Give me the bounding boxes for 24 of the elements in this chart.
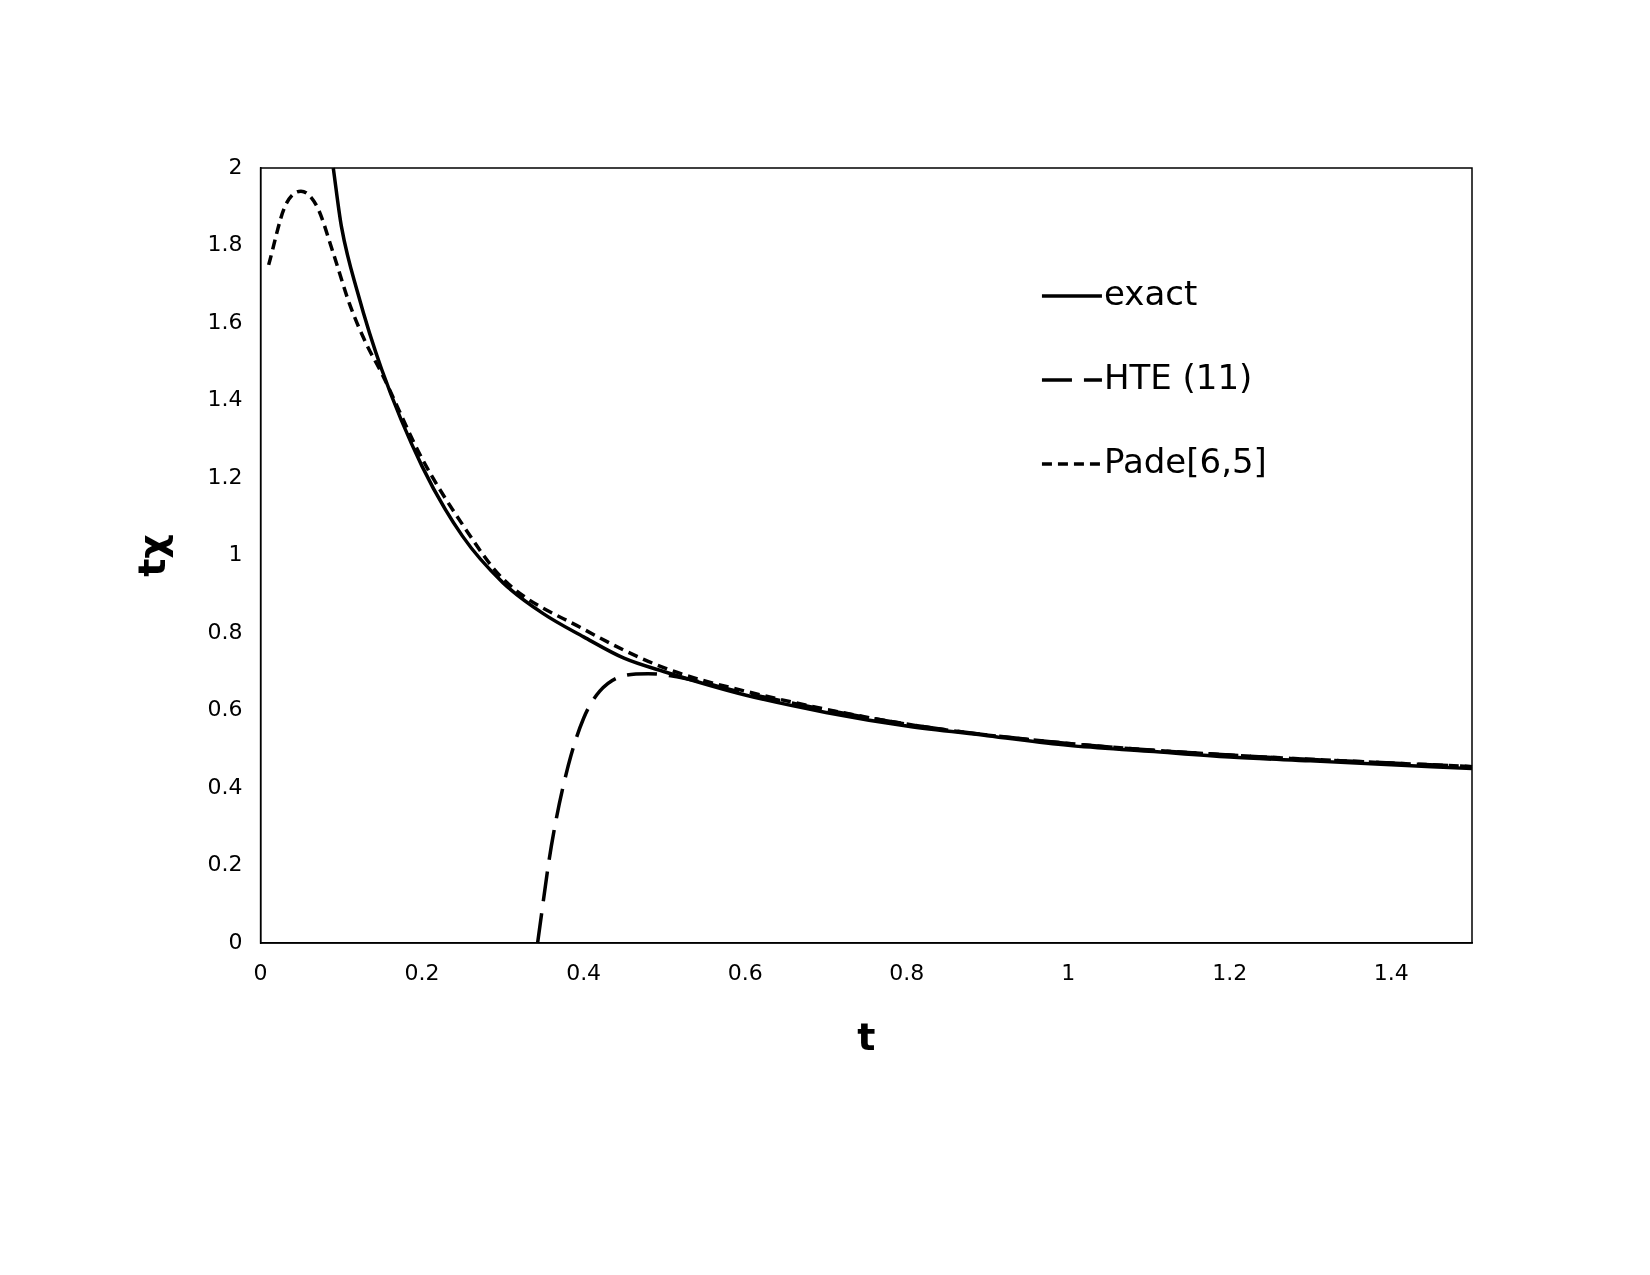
y-tick-label: 0.8 (207, 618, 243, 644)
y-tick-label: 1 (228, 541, 243, 567)
y-tick-label: 2 (228, 153, 243, 179)
y-tick-label: 1.4 (207, 386, 243, 412)
y-tick-label: 1.2 (207, 463, 243, 489)
y-tick-label: 1.6 (207, 308, 243, 334)
x-tick-label: 0 (253, 959, 268, 985)
y-tick-label: 0.4 (207, 773, 243, 799)
x-axis-title: t (857, 1015, 876, 1060)
x-tick-label: 0.4 (566, 959, 602, 985)
y-tick-label: 0.2 (207, 851, 243, 877)
x-tick-label: 0.6 (727, 959, 763, 985)
x-tick-label: 0.2 (404, 959, 440, 985)
legend-label: exact (1103, 272, 1198, 313)
y-axis-title: tχ (129, 534, 174, 577)
legend-label: Pade[6,5] (1103, 440, 1267, 481)
x-tick-label: 1.4 (1373, 959, 1409, 985)
x-tick-label: 1.2 (1212, 959, 1248, 985)
x-tick-label: 0.8 (889, 959, 925, 985)
y-tick-label: 0 (228, 928, 243, 954)
y-tick-label: 1.8 (207, 231, 243, 257)
legend-label: HTE (11) (1103, 356, 1253, 397)
y-tick-label: 0.6 (207, 696, 243, 722)
x-tick-label: 1 (1061, 959, 1076, 985)
